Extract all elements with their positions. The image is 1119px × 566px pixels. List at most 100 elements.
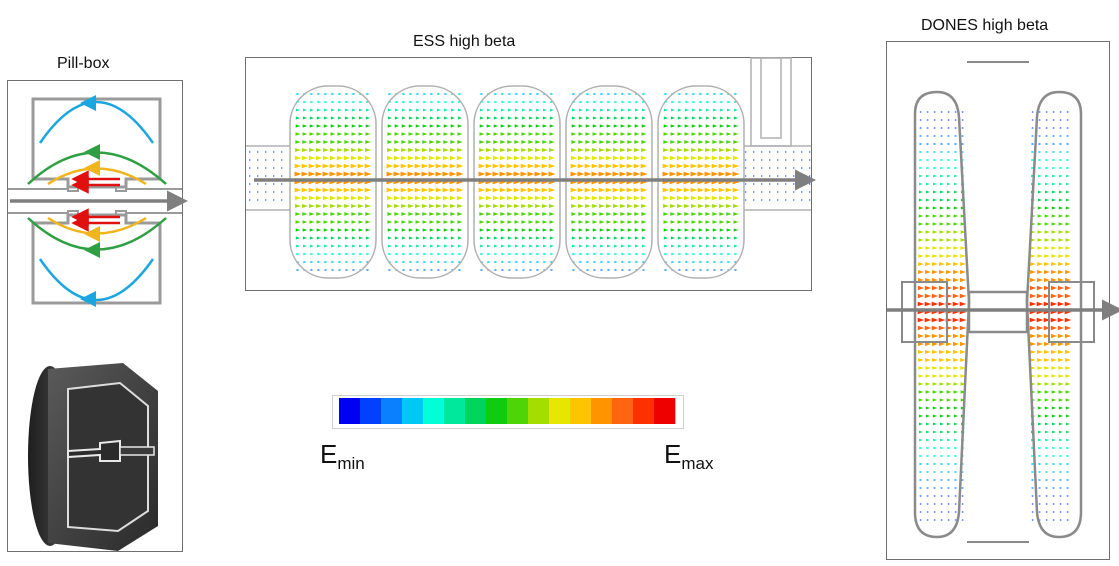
field-vector (388, 108, 392, 112)
field-vector (514, 204, 520, 208)
field-vector (960, 214, 966, 218)
field-vector (1052, 158, 1056, 162)
field-vector (919, 182, 923, 186)
field-vector (1059, 430, 1063, 434)
field-vector (281, 167, 283, 169)
field-vector (486, 236, 492, 240)
field-vector (249, 199, 251, 201)
field-vector (421, 171, 429, 177)
field-vector (501, 252, 505, 256)
field-vector (954, 111, 958, 113)
field-vector (330, 124, 336, 128)
field-vector (801, 183, 803, 185)
field-vector (946, 206, 952, 210)
field-vector (698, 132, 704, 136)
field-vector (303, 108, 307, 112)
field-vector (1038, 135, 1042, 137)
field-vector (578, 212, 584, 216)
field-vector (443, 220, 449, 224)
field-vector (329, 195, 337, 201)
field-vector (401, 140, 407, 144)
field-vector (1051, 406, 1057, 410)
field-vector (664, 108, 668, 112)
field-vector (642, 100, 646, 104)
field-vector (294, 171, 302, 177)
field-vector (394, 228, 400, 232)
field-vector (1045, 422, 1049, 426)
field-vector (1031, 135, 1035, 137)
field-vector (719, 148, 725, 152)
field-vector (549, 228, 555, 232)
field-vector (351, 132, 357, 136)
field-vector (541, 171, 549, 177)
field-vector (1051, 414, 1057, 418)
field-vector (493, 212, 499, 216)
field-vector (415, 116, 421, 120)
field-vector (394, 148, 400, 152)
field-vector (450, 140, 456, 144)
colorbar-swatch (339, 398, 361, 424)
field-vector (705, 132, 711, 136)
field-vector (691, 204, 697, 208)
field-vector (458, 252, 462, 256)
field-vector (719, 212, 725, 216)
field-vector (273, 183, 275, 185)
field-vector (436, 220, 442, 224)
field-vector (400, 171, 408, 177)
field-vector (296, 252, 300, 256)
field-vector (793, 175, 795, 177)
field-vector (337, 204, 343, 208)
field-vector (1030, 270, 1036, 274)
field-vector (423, 260, 427, 264)
field-vector (953, 277, 959, 283)
field-vector (961, 511, 965, 513)
field-vector (698, 140, 704, 144)
field-vector (720, 244, 724, 248)
field-vector (1065, 374, 1071, 378)
field-vector (809, 175, 811, 177)
field-vector (613, 204, 619, 208)
field-vector (918, 198, 924, 202)
field-vector (548, 195, 556, 201)
field-vector (926, 190, 930, 194)
field-vector (711, 155, 719, 161)
field-vector (620, 228, 626, 232)
field-vector (1038, 454, 1042, 458)
field-vector (352, 100, 356, 104)
field-vector (1066, 111, 1070, 113)
field-vector (926, 182, 930, 186)
field-vector (344, 220, 350, 224)
field-vector (528, 148, 534, 152)
field-vector (918, 270, 924, 274)
field-vector (712, 140, 718, 144)
field-vector (926, 158, 930, 162)
field-vector (542, 220, 548, 224)
field-vector (317, 92, 321, 96)
field-vector (599, 236, 605, 240)
field-vector (926, 127, 930, 129)
field-vector (535, 148, 541, 152)
field-vector (338, 108, 342, 112)
field-vector (1031, 111, 1035, 113)
field-vector (1058, 390, 1064, 394)
field-vector (400, 195, 408, 201)
field-vector (953, 270, 959, 274)
field-vector (925, 254, 931, 258)
field-vector (761, 183, 763, 185)
field-vector (924, 333, 932, 339)
field-vector (627, 148, 633, 152)
field-vector (351, 212, 357, 216)
field-vector (946, 254, 952, 258)
field-vector (642, 244, 646, 248)
field-vector (549, 124, 555, 128)
field-vector (337, 212, 343, 216)
field-vector (801, 159, 803, 161)
field-vector (918, 382, 924, 386)
field-vector (577, 171, 585, 177)
field-vector (713, 92, 717, 96)
field-vector (1050, 293, 1058, 299)
field-vector (926, 462, 930, 466)
field-vector (1038, 182, 1042, 186)
field-vector (338, 260, 342, 264)
field-vector (946, 382, 952, 386)
